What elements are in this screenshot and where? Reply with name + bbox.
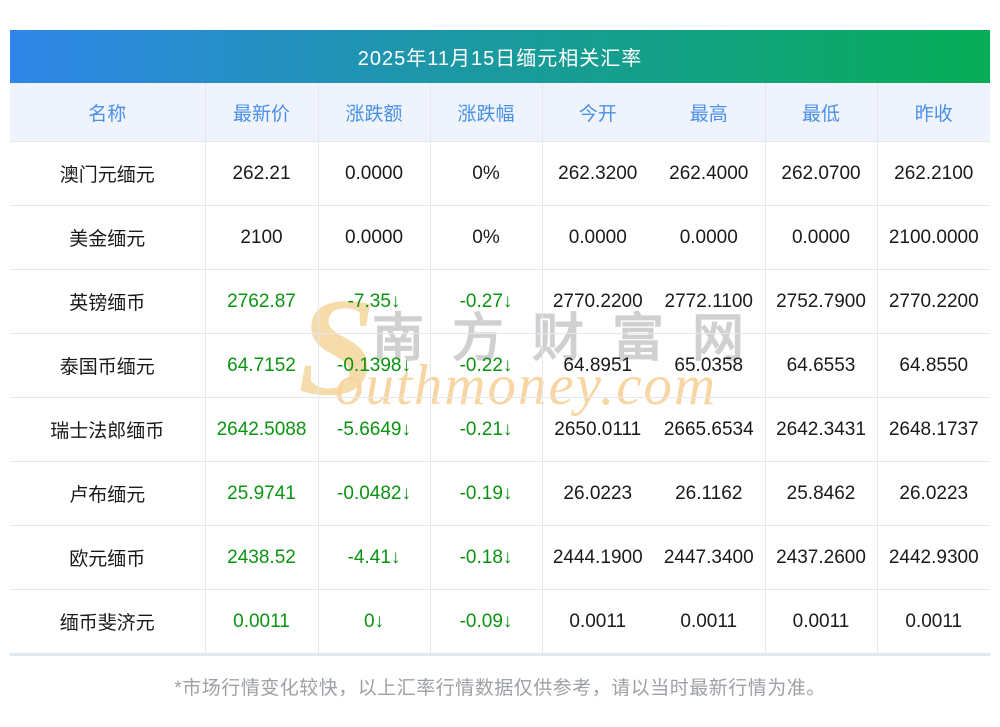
cell-currency-pair: 泰国币缅元 [10, 333, 205, 398]
column-header-high: 最高 [653, 83, 765, 142]
column-header-prev: 昨收 [876, 83, 990, 142]
cell-currency-pair: 澳门元缅元 [10, 141, 205, 206]
cell-open: 2444.1900 [541, 525, 653, 590]
cell-latest-price: 2762.87 [204, 269, 318, 334]
cell-latest-price: 2438.52 [204, 525, 318, 590]
cell-low: 2437.2600 [764, 525, 877, 590]
table-row: 美金缅元 2100 0.0000 0% 0.0000 0.0000 0.0000… [10, 205, 990, 270]
cell-latest-price: 64.7152 [204, 333, 318, 398]
table-row: 澳门元缅元 262.21 0.0000 0% 262.3200 262.4000… [10, 141, 990, 206]
cell-currency-pair: 卢布缅元 [10, 461, 205, 526]
cell-change-amount: -7.35↓ [317, 269, 430, 334]
cell-change-pct: -0.18↓ [429, 525, 542, 590]
cell-change-amount: 0.0000 [317, 205, 430, 270]
cell-prev-close: 262.2100 [876, 141, 990, 206]
cell-open: 26.0223 [541, 461, 653, 526]
cell-change-amount: 0↓ [317, 589, 430, 655]
panel-title-bar: 2025年11月15日缅元相关汇率 [10, 30, 990, 83]
cell-low: 0.0000 [764, 205, 877, 270]
table-row: 缅币斐济元 0.0011 0↓ -0.09↓ 0.0011 0.0011 0.0… [10, 589, 990, 655]
cell-currency-pair: 瑞士法郎缅币 [10, 397, 205, 462]
cell-open: 2770.2200 [541, 269, 653, 334]
cell-change-pct: -0.27↓ [429, 269, 542, 334]
column-header-pct: 涨跌幅 [429, 83, 542, 142]
cell-change-pct: -0.19↓ [429, 461, 542, 526]
cell-prev-close: 2442.9300 [876, 525, 990, 590]
column-header-change: 涨跌额 [317, 83, 430, 142]
cell-prev-close: 64.8550 [876, 333, 990, 398]
table-row: 欧元缅币 2438.52 -4.41↓ -0.18↓ 2444.1900 244… [10, 525, 990, 590]
cell-currency-pair: 英镑缅币 [10, 269, 205, 334]
column-header-latest: 最新价 [204, 83, 318, 142]
cell-prev-close: 2770.2200 [876, 269, 990, 334]
cell-open: 2650.0111 [541, 397, 653, 462]
column-header-low: 最低 [764, 83, 877, 142]
cell-high: 65.0358 [653, 333, 765, 398]
cell-high: 262.4000 [653, 141, 765, 206]
cell-currency-pair: 美金缅元 [10, 205, 205, 270]
cell-high: 0.0000 [653, 205, 765, 270]
cell-low: 64.6553 [764, 333, 877, 398]
cell-latest-price: 2642.5088 [204, 397, 318, 462]
disclaimer-text: *市场行情变化较快，以上汇率行情数据仅供参考，请以当时最新行情为准。 [174, 678, 826, 699]
rates-panel: 2025年11月15日缅元相关汇率 S 南方财富网 outhmoney.com … [10, 30, 990, 700]
cell-prev-close: 0.0011 [876, 589, 990, 655]
table-row: 瑞士法郎缅币 2642.5088 -5.6649↓ -0.21↓ 2650.01… [10, 397, 990, 462]
table-row: 泰国币缅元 64.7152 -0.1398↓ -0.22↓ 64.8951 65… [10, 333, 990, 398]
cell-change-amount: -0.1398↓ [317, 333, 430, 398]
cell-high: 26.1162 [653, 461, 765, 526]
cell-change-pct: -0.09↓ [429, 589, 542, 655]
cell-latest-price: 2100 [204, 205, 318, 270]
cell-open: 0.0000 [541, 205, 653, 270]
cell-latest-price: 25.9741 [204, 461, 318, 526]
cell-prev-close: 2648.1737 [876, 397, 990, 462]
cell-low: 0.0011 [764, 589, 877, 655]
cell-low: 262.0700 [764, 141, 877, 206]
cell-currency-pair: 欧元缅币 [10, 525, 205, 590]
cell-prev-close: 26.0223 [876, 461, 990, 526]
cell-currency-pair: 缅币斐济元 [10, 589, 205, 655]
cell-change-amount: -0.0482↓ [317, 461, 430, 526]
cell-latest-price: 262.21 [204, 141, 318, 206]
cell-high: 2665.6534 [653, 397, 765, 462]
table-row: 卢布缅元 25.9741 -0.0482↓ -0.19↓ 26.0223 26.… [10, 461, 990, 526]
cell-change-pct: -0.21↓ [429, 397, 542, 462]
cell-low: 25.8462 [764, 461, 877, 526]
column-header-open: 今开 [541, 83, 653, 142]
cell-open: 0.0011 [541, 589, 653, 655]
cell-change-pct: 0% [429, 141, 542, 206]
table-row: 英镑缅币 2762.87 -7.35↓ -0.27↓ 2770.2200 277… [10, 269, 990, 334]
page-title: 2025年11月15日缅元相关汇率 [357, 48, 643, 70]
cell-change-amount: 0.0000 [317, 141, 430, 206]
cell-high: 0.0011 [653, 589, 765, 655]
cell-high: 2447.3400 [653, 525, 765, 590]
cell-change-amount: -5.6649↓ [317, 397, 430, 462]
cell-open: 64.8951 [541, 333, 653, 398]
cell-open: 262.3200 [541, 141, 653, 206]
table-header-row: 名称 最新价 涨跌额 涨跌幅 今开 最高 最低 昨收 [10, 83, 990, 142]
exchange-rate-table: 名称 最新价 涨跌额 涨跌幅 今开 最高 最低 昨收 澳门元缅元 262.21 … [10, 83, 990, 656]
cell-high: 2772.1100 [653, 269, 765, 334]
cell-change-amount: -4.41↓ [317, 525, 430, 590]
cell-latest-price: 0.0011 [204, 589, 318, 655]
column-header-name: 名称 [10, 83, 205, 142]
cell-prev-close: 2100.0000 [876, 205, 990, 270]
cell-low: 2642.3431 [764, 397, 877, 462]
cell-low: 2752.7900 [764, 269, 877, 334]
cell-change-pct: 0% [429, 205, 542, 270]
cell-change-pct: -0.22↓ [429, 333, 542, 398]
